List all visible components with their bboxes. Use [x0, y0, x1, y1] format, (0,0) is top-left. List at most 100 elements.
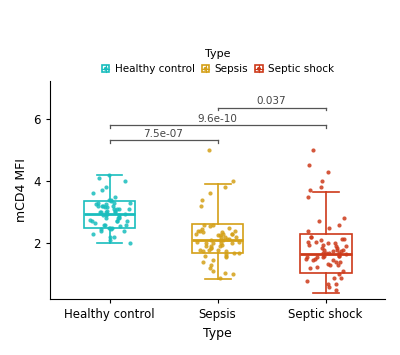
Point — [326, 225, 332, 230]
Point — [229, 231, 236, 237]
Text: 7.5e-07: 7.5e-07 — [144, 129, 184, 139]
Point — [218, 230, 225, 235]
Point — [320, 255, 326, 260]
Point — [106, 234, 113, 240]
Point — [201, 222, 208, 228]
Point — [224, 236, 230, 241]
Point — [231, 250, 237, 256]
Point — [218, 240, 224, 246]
Point — [94, 200, 101, 206]
Point — [120, 228, 127, 234]
Point — [94, 203, 101, 209]
Text: 0.037: 0.037 — [257, 96, 286, 106]
Legend: Healthy control, Sepsis, Septic shock: Healthy control, Sepsis, Septic shock — [101, 49, 334, 75]
Point — [203, 240, 210, 246]
Point — [338, 275, 344, 280]
Point — [107, 225, 113, 230]
Point — [220, 237, 226, 243]
Point — [228, 240, 235, 246]
Point — [102, 222, 108, 228]
Point — [233, 234, 239, 240]
Point — [217, 237, 223, 243]
Point — [112, 194, 118, 200]
Point — [103, 215, 109, 221]
Point — [90, 191, 96, 196]
Point — [100, 222, 107, 228]
Point — [215, 247, 222, 252]
Point — [87, 217, 94, 223]
Point — [336, 250, 342, 256]
Point — [202, 253, 208, 258]
Point — [304, 255, 311, 260]
Point — [104, 208, 110, 213]
Point — [217, 233, 223, 238]
Point — [103, 212, 109, 218]
Point — [104, 211, 110, 217]
Point — [315, 219, 322, 224]
Point — [333, 247, 340, 252]
Point — [97, 228, 104, 234]
Point — [208, 245, 214, 251]
Point — [318, 237, 324, 243]
Point — [338, 248, 344, 254]
Point — [100, 203, 106, 209]
Point — [103, 184, 109, 190]
Point — [313, 239, 320, 245]
Point — [221, 184, 228, 190]
Point — [114, 219, 121, 224]
Point — [236, 239, 242, 245]
Point — [218, 234, 224, 240]
Point — [305, 239, 311, 245]
Point — [308, 234, 314, 240]
Point — [320, 242, 327, 248]
Point — [98, 226, 104, 232]
Point — [312, 256, 318, 262]
Point — [310, 147, 316, 153]
Point — [217, 275, 223, 280]
Point — [122, 211, 128, 217]
Point — [218, 242, 225, 248]
Point — [304, 228, 311, 234]
Point — [126, 206, 132, 212]
Point — [321, 247, 327, 252]
Point — [306, 242, 312, 248]
Point — [97, 209, 104, 215]
Point — [127, 200, 134, 206]
Point — [107, 237, 114, 243]
Point — [332, 259, 339, 265]
Point — [331, 275, 337, 280]
Point — [223, 253, 230, 258]
Point — [330, 258, 336, 263]
Point — [206, 247, 212, 252]
Point — [330, 248, 336, 254]
Text: 9.6e-10: 9.6e-10 — [198, 114, 238, 124]
Point — [96, 175, 102, 181]
Point — [106, 197, 112, 202]
Point — [336, 253, 342, 258]
Point — [116, 214, 123, 220]
Point — [116, 206, 122, 212]
Point — [114, 219, 120, 224]
Point — [319, 245, 326, 251]
Point — [98, 187, 105, 193]
Point — [333, 287, 340, 293]
Point — [230, 272, 236, 277]
Point — [116, 223, 123, 229]
Point — [208, 244, 214, 249]
Point — [209, 268, 216, 274]
Point — [205, 147, 212, 153]
Point — [334, 245, 340, 251]
Point — [336, 222, 342, 228]
Point — [337, 259, 344, 265]
Point — [111, 200, 117, 206]
Point — [223, 255, 229, 260]
Point — [193, 231, 199, 237]
Point — [106, 225, 112, 230]
Point — [336, 272, 343, 277]
Point — [110, 203, 116, 209]
Point — [123, 219, 130, 224]
Point — [112, 208, 118, 213]
Point — [99, 203, 105, 209]
Point — [323, 250, 330, 256]
Point — [199, 226, 206, 232]
